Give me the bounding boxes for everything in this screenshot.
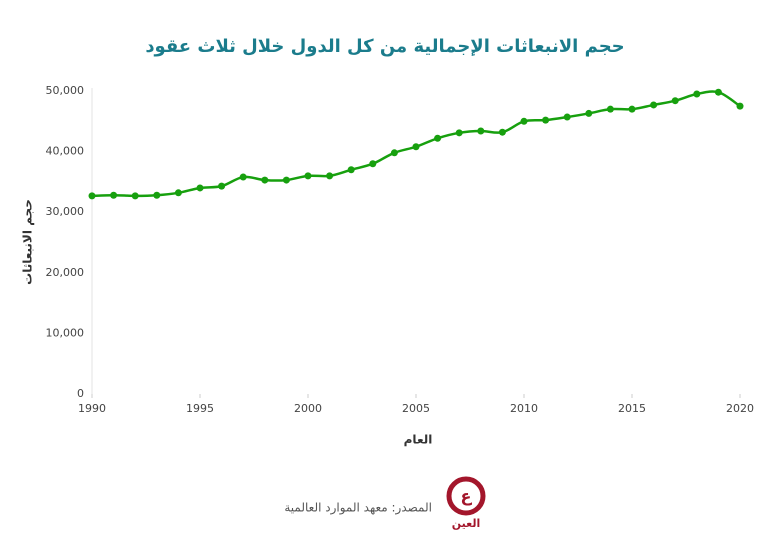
point (326, 172, 334, 180)
point (153, 191, 161, 199)
x-axis-label: العام (404, 433, 433, 448)
point (563, 113, 571, 121)
point (390, 149, 398, 157)
point (412, 143, 420, 151)
logo-text: العين (452, 517, 481, 530)
point (714, 88, 722, 96)
point (196, 184, 204, 192)
point (455, 129, 463, 137)
point (498, 128, 506, 136)
point (585, 109, 593, 117)
y-tick-label: 20,000 (46, 266, 85, 279)
point (650, 101, 658, 109)
point (261, 176, 269, 184)
point (347, 166, 355, 174)
point (174, 189, 182, 197)
x-tick-label: 1990 (78, 402, 106, 415)
point (606, 105, 614, 113)
x-tick-label: 2020 (726, 402, 754, 415)
y-axis-label: حجم الانبعاثات (21, 199, 35, 285)
point (239, 173, 247, 181)
point (304, 172, 312, 180)
point (693, 90, 701, 98)
x-tick-label: 1995 (186, 402, 214, 415)
y-tick-label: 30,000 (46, 205, 85, 218)
logo-glyph: ع (461, 487, 473, 506)
logo: ع العين (446, 476, 486, 530)
logo-ring (446, 476, 486, 516)
point (369, 160, 377, 168)
x-tick-label: 2000 (294, 402, 322, 415)
source: المصدر: معهد الموارد العالمية (284, 501, 432, 516)
chart-title: حجم الانبعاثات الإجمالية من كل الدول خلا… (145, 36, 624, 57)
point (282, 176, 290, 184)
y-tick-label: 0 (77, 387, 84, 400)
point (88, 192, 96, 200)
point (477, 127, 485, 135)
point (218, 182, 226, 190)
point (434, 134, 442, 142)
point (628, 105, 636, 113)
point (131, 192, 139, 200)
point (542, 116, 550, 124)
x-tick-label: 2005 (402, 402, 430, 415)
y-tick-label: 50,000 (46, 84, 85, 97)
point (110, 191, 118, 199)
y-tick-label: 10,000 (46, 326, 85, 339)
point (736, 102, 744, 110)
y-tick-label: 40,000 (46, 145, 85, 158)
point (671, 97, 679, 105)
x-tick-label: 2010 (510, 402, 538, 415)
point (520, 117, 528, 125)
x-tick-label: 2015 (618, 402, 646, 415)
